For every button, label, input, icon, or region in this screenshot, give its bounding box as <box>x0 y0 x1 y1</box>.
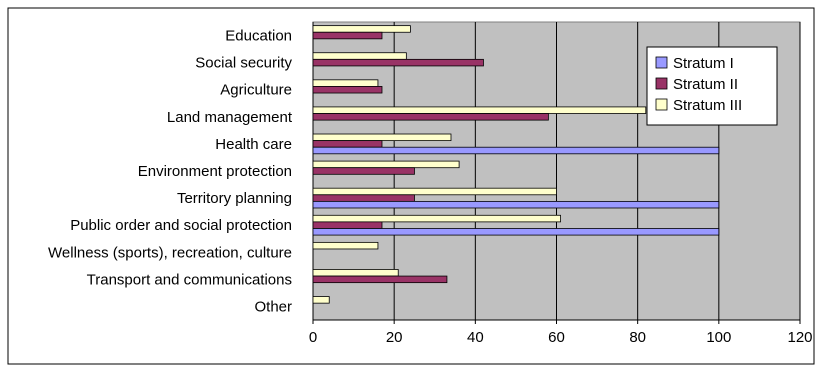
bar-stratum-iii <box>312 25 411 33</box>
bar-stratum-ii <box>312 275 448 284</box>
category-label: Education <box>225 28 292 45</box>
bar-stratum-iii <box>312 241 379 250</box>
category-label: Land management <box>167 109 293 126</box>
x-tick-label: 60 <box>548 329 565 346</box>
x-tick-label: 120 <box>787 329 812 346</box>
bar-stratum-ii <box>312 167 415 175</box>
legend-box <box>646 46 778 126</box>
x-tick-label: 0 <box>309 329 317 346</box>
x-tick-label: 80 <box>629 329 646 346</box>
legend: Stratum I Stratum II Stratum III <box>646 46 778 126</box>
category-label: Social security <box>195 55 292 72</box>
legend-swatch <box>655 98 668 111</box>
category-label: Public order and social protection <box>70 217 292 234</box>
category-label: Wellness (sports), recreation, culture <box>48 244 292 261</box>
category-label: Transport and communications <box>87 271 292 288</box>
category-label: Other <box>254 298 292 315</box>
bar-stratum-i <box>312 146 720 155</box>
bar-stratum-ii <box>312 221 383 229</box>
legend-label: Stratum II <box>673 76 738 93</box>
category-labels: Education Social security Agriculture Land … <box>48 28 293 316</box>
bar-stratum-ii <box>312 140 383 148</box>
bar-stratum-ii <box>312 86 383 94</box>
bar-stratum-iii <box>312 52 407 60</box>
bar-stratum-iii <box>312 106 647 114</box>
x-tick-label: 100 <box>706 329 731 346</box>
legend-swatch <box>655 56 668 69</box>
bar-stratum-iii <box>312 187 557 196</box>
bar-stratum-iii <box>312 269 399 277</box>
bar-stratum-ii <box>312 194 415 202</box>
bar-stratum-iii <box>312 160 460 169</box>
bar-stratum-i <box>312 200 720 209</box>
bars <box>312 25 720 304</box>
bar-stratum-iii <box>312 214 561 223</box>
legend-label: Stratum III <box>673 97 742 114</box>
category-label: Health care <box>215 136 292 153</box>
bar-stratum-iii <box>312 133 452 142</box>
bar-stratum-ii <box>312 58 484 67</box>
category-label: Environment protection <box>138 163 292 180</box>
bar-stratum-i <box>312 228 720 236</box>
bar-stratum-iii <box>312 296 330 304</box>
category-label: Territory planning <box>177 190 292 207</box>
bar-stratum-ii <box>312 31 383 40</box>
bar-stratum-iii <box>312 79 379 87</box>
x-tick-label: 40 <box>467 329 484 346</box>
x-axis: 0 20 40 60 80 100 120 <box>309 319 813 346</box>
x-tick-label: 20 <box>386 329 403 346</box>
legend-swatch <box>655 77 668 90</box>
bar-stratum-ii <box>312 113 549 121</box>
category-label: Agriculture <box>220 82 292 99</box>
legend-label: Stratum I <box>673 55 734 72</box>
